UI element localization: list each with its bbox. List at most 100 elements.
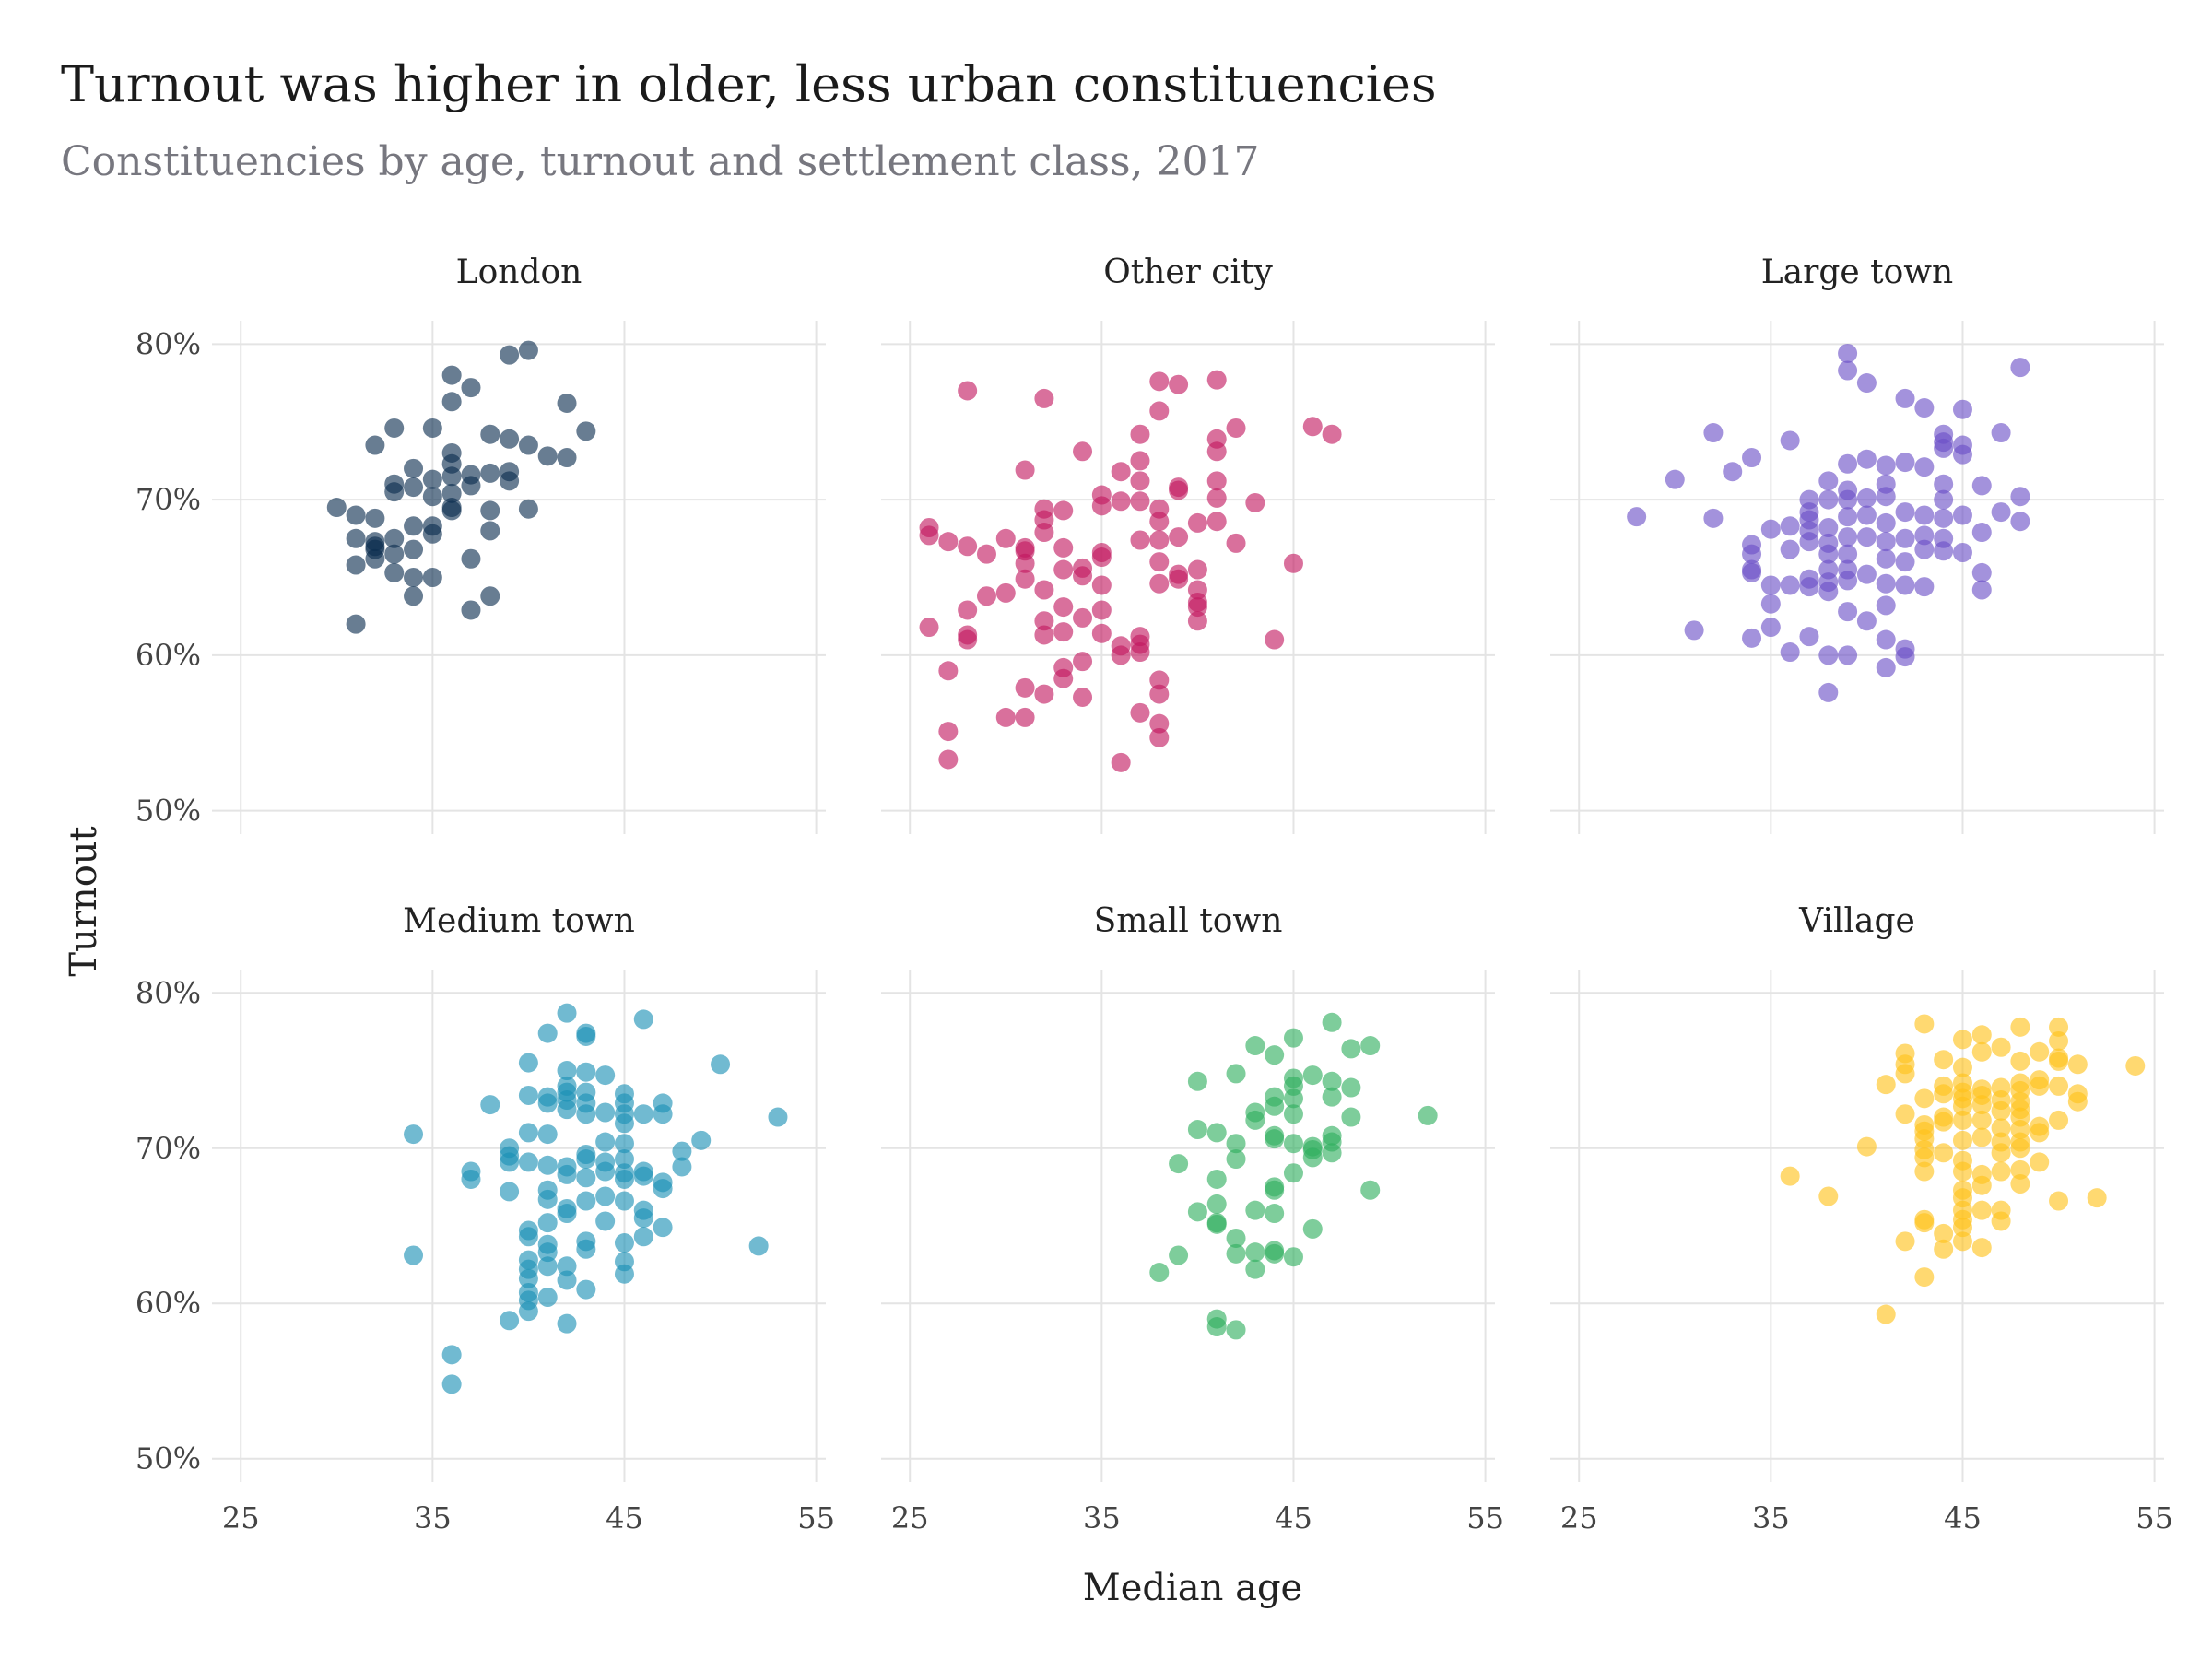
data-point [1265,1204,1285,1224]
data-point [422,469,442,489]
data-point [1130,642,1150,663]
data-point [1856,505,1877,525]
data-point [1856,449,1877,469]
data-point [1665,469,1685,489]
data-point [1130,424,1150,444]
data-point [441,1374,462,1394]
data-point [1091,600,1112,620]
data-point [1991,502,2011,523]
panel-title: Small town [1094,902,1283,940]
data-point [748,1236,769,1256]
data-point [1895,575,1915,595]
data-point [518,499,538,519]
data-point [1818,582,1839,602]
x-tick-label: 45 [1275,1500,1312,1535]
data-point [518,1123,538,1143]
data-point [1914,1088,1935,1109]
data-point [1169,1154,1189,1174]
chart-title: Turnout was higher in older, less urban … [61,55,1437,113]
data-point [1876,595,1896,616]
data-point [938,661,959,681]
data-point [384,544,405,564]
data-point [1780,1166,1800,1186]
data-point [557,1204,577,1224]
data-point [1053,622,1074,642]
data-point [1206,512,1227,532]
data-point [1187,1071,1207,1091]
data-point [2010,1017,2030,1037]
data-point [1091,623,1112,643]
data-point [2010,1051,2030,1071]
data-point [1015,707,1035,727]
data-point [1934,1223,1954,1243]
data-point [995,707,1016,727]
data-point [1111,462,1131,482]
data-point [1818,517,1839,537]
data-point [1760,594,1781,614]
data-point [633,1104,653,1124]
data-point [1971,1127,1992,1147]
data-point [1914,1147,1935,1168]
data-point [1856,373,1877,394]
data-point [1322,424,1342,444]
data-point [404,539,424,559]
data-point [614,1233,634,1253]
data-point [441,500,462,521]
data-point [1091,547,1112,568]
x-tick-label: 55 [1466,1500,1504,1535]
data-point [1914,525,1935,546]
data-point [537,1288,558,1308]
data-point [518,1085,538,1105]
data-point [1130,702,1150,723]
data-point [1838,343,1858,363]
y-axis-title: Turnout [63,826,105,976]
data-point [480,1095,500,1115]
data-point [1934,1143,1954,1163]
data-point [1149,684,1170,704]
data-point [461,1169,481,1189]
data-point [1914,1014,1935,1034]
data-point [1971,1200,1992,1220]
data-point [576,1279,596,1300]
data-point [1206,471,1227,491]
panel-medium-town: Medium town 50% 60% 70% 80% 25 35 45 55 [135,902,835,1535]
data-point [576,1149,596,1170]
x-tick-label: 55 [797,1500,835,1535]
data-point [938,532,959,552]
data-point [1149,1263,1170,1283]
y-tick-label: 80% [135,975,201,1010]
data-point [1302,1218,1323,1239]
data-point [1015,569,1035,589]
data-point [1856,527,1877,547]
data-point [1838,527,1858,547]
data-point [1265,629,1285,650]
data-point [1780,516,1800,536]
data-point [1015,460,1035,480]
data-point [1952,1057,1972,1077]
data-point [1838,489,1858,510]
data-point [614,1134,634,1154]
data-point [1206,370,1227,390]
data-point [1876,573,1896,594]
data-point [1226,418,1246,438]
data-point [1991,423,2011,443]
panel-village: Village 25 35 45 55 [1550,902,2173,1535]
data-point [1073,441,1093,462]
data-point [976,586,996,606]
data-point [518,340,538,360]
data-point [2010,1159,2030,1180]
data-point [518,435,538,455]
data-point [365,435,385,455]
data-point [1187,1202,1207,1222]
data-point [995,528,1016,548]
data-point [461,476,481,496]
data-point [1971,580,1992,600]
data-point [1952,1218,1972,1238]
data-point [1895,552,1915,572]
data-point [1780,430,1800,451]
data-point [1226,1149,1246,1170]
data-point [653,1179,673,1199]
y-tick-label: 80% [135,326,201,361]
data-point [1914,577,1935,597]
data-point [1341,1107,1361,1127]
